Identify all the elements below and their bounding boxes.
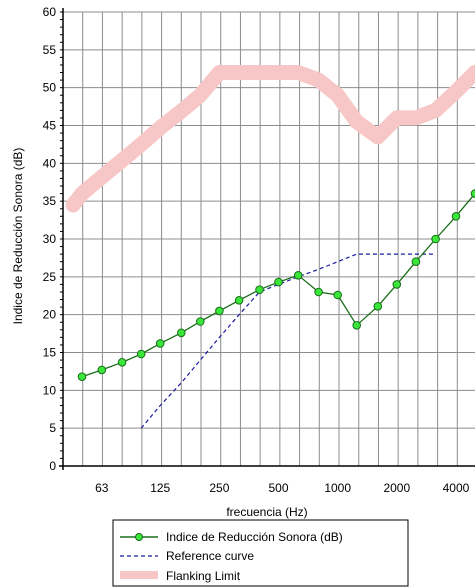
data-point bbox=[117, 358, 127, 367]
y-tick-label: 60 bbox=[43, 5, 57, 19]
legend-label-series-3: Flanking Limit bbox=[166, 569, 241, 583]
data-point bbox=[293, 271, 303, 280]
legend: Indice de Reducción Sonora (dB) Referenc… bbox=[112, 519, 409, 587]
x-tick-label: 125 bbox=[150, 481, 170, 495]
x-axis-title: frecuencia (Hz) bbox=[226, 505, 307, 519]
legend-item-series-2: Reference curve bbox=[120, 549, 254, 563]
data-point bbox=[196, 317, 205, 326]
axes bbox=[59, 8, 475, 470]
data-point bbox=[470, 189, 475, 198]
data-point bbox=[451, 212, 461, 221]
y-tick-label: 0 bbox=[49, 459, 56, 473]
x-tick-label: 1000 bbox=[324, 481, 351, 495]
x-tick-label: 4000 bbox=[443, 481, 470, 495]
legend-box bbox=[112, 519, 409, 587]
y-tick-label: 55 bbox=[43, 43, 57, 57]
data-point bbox=[274, 277, 283, 287]
data-point bbox=[77, 372, 87, 382]
data-point bbox=[255, 285, 264, 295]
grid bbox=[63, 11, 475, 467]
y-tick-label: 35 bbox=[43, 194, 57, 208]
y-tick-label: 50 bbox=[43, 81, 57, 95]
x-tick-label: 500 bbox=[269, 481, 289, 495]
y-tick-label: 5 bbox=[49, 421, 56, 435]
y-tick-label: 25 bbox=[43, 270, 57, 284]
x-tick-label: 250 bbox=[209, 481, 229, 495]
legend-marker-series-1 bbox=[135, 533, 143, 541]
data-point bbox=[215, 306, 224, 316]
tick-labels: 0 5 10 15 20 25 30 35 40 45 50 55 60 63 125 250 500 1000 2… bbox=[43, 5, 470, 495]
data-point bbox=[431, 234, 440, 244]
series-line-flanking-limit bbox=[65, 65, 475, 213]
data-point bbox=[136, 349, 146, 359]
data-point bbox=[314, 287, 323, 297]
y-tick-label: 15 bbox=[43, 346, 57, 360]
data-point bbox=[177, 328, 186, 338]
data-point bbox=[234, 296, 244, 305]
legend-item-series-3: Flanking Limit bbox=[120, 569, 241, 583]
y-tick-label: 30 bbox=[43, 232, 57, 246]
legend-label-series-2: Reference curve bbox=[166, 549, 254, 563]
y-axis-title: Indice de Reducción Sonora (dB) bbox=[11, 148, 25, 325]
x-tick-label: 2000 bbox=[383, 481, 410, 495]
legend-item-series-1: Indice de Reducción Sonora (dB) bbox=[120, 530, 343, 544]
y-tick-label: 10 bbox=[43, 383, 57, 397]
series-line-reference-curve bbox=[140, 253, 436, 429]
data-point bbox=[352, 321, 362, 330]
plot-series bbox=[65, 65, 475, 429]
y-tick-label: 45 bbox=[43, 119, 57, 133]
x-tick-label: 63 bbox=[95, 481, 109, 495]
data-point bbox=[155, 339, 165, 348]
y-tick-label: 40 bbox=[43, 156, 57, 170]
y-tick-label: 20 bbox=[43, 308, 57, 322]
data-point bbox=[373, 302, 383, 311]
data-point bbox=[392, 280, 402, 289]
data-point bbox=[333, 290, 343, 300]
data-point bbox=[411, 257, 421, 267]
data-point bbox=[97, 365, 107, 375]
legend-label-series-1: Indice de Reducción Sonora (dB) bbox=[166, 530, 343, 544]
